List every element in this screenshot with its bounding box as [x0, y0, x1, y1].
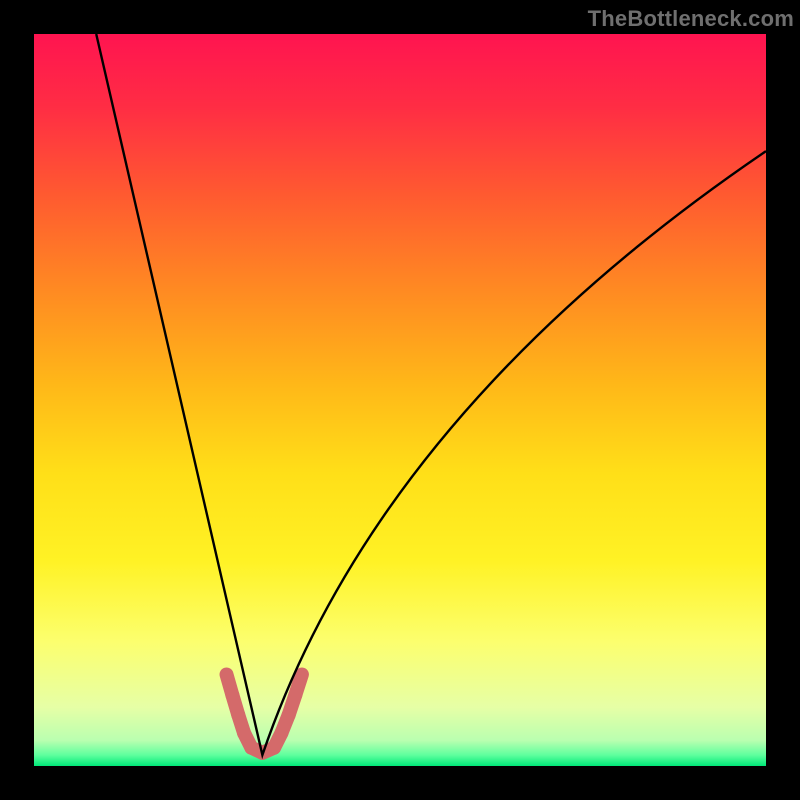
- chart-stage: TheBottleneck.com: [0, 0, 800, 800]
- watermark-text: TheBottleneck.com: [588, 6, 794, 32]
- plot-area: [34, 34, 766, 766]
- valley-highlight-seg: [295, 675, 302, 695]
- chart-svg: [0, 0, 800, 800]
